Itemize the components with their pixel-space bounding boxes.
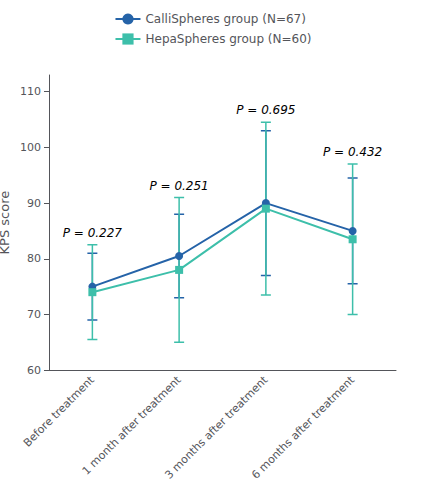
svg-text:110: 110: [20, 85, 41, 98]
svg-text:80: 80: [27, 252, 41, 265]
svg-text:70: 70: [27, 308, 41, 321]
svg-text:60: 60: [27, 364, 41, 377]
svg-text:P = 0.251: P = 0.251: [149, 179, 208, 193]
svg-text:CalliSpheres group (N=67): CalliSpheres group (N=67): [145, 12, 305, 26]
svg-text:Before treatment: Before treatment: [21, 373, 98, 450]
svg-text:90: 90: [27, 197, 41, 210]
svg-text:P = 0.227: P = 0.227: [63, 226, 123, 240]
svg-text:HepaSpheres group (N=60): HepaSpheres group (N=60): [145, 32, 311, 46]
svg-text:KPS score: KPS score: [0, 191, 12, 255]
svg-text:1 month after treatment: 1 month after treatment: [80, 373, 185, 478]
svg-text:100: 100: [20, 141, 41, 154]
svg-text:P = 0.695: P = 0.695: [236, 103, 295, 117]
svg-text:P = 0.432: P = 0.432: [323, 145, 382, 159]
svg-text:6 months after treatment: 6 months after treatment: [249, 373, 358, 482]
svg-text:3 months after treatment: 3 months after treatment: [162, 373, 271, 482]
